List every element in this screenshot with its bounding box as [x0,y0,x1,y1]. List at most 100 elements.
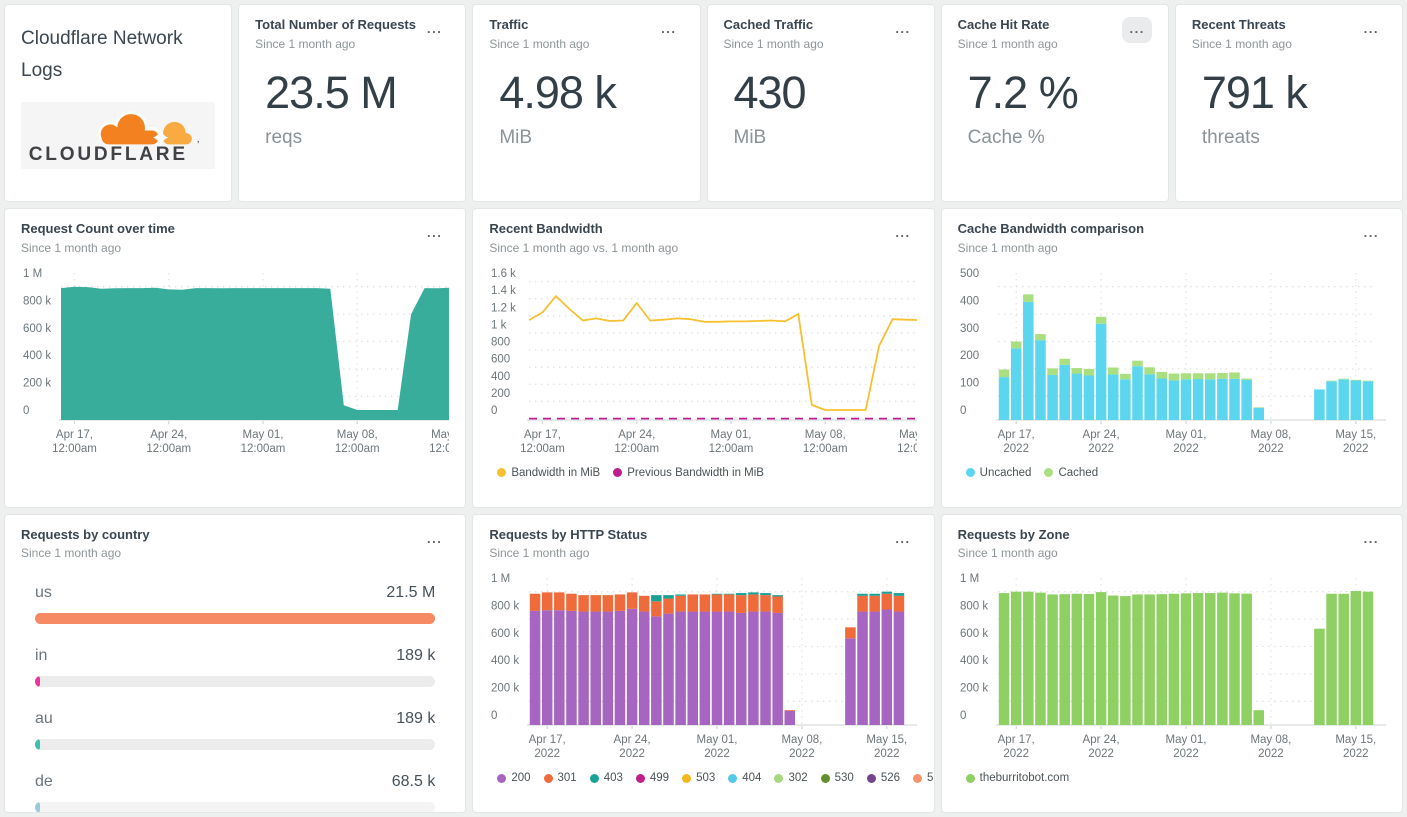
legend-item-301[interactable]: 301 [543,772,577,784]
svg-text:12:00am: 12:00am [803,443,848,455]
svg-text:Apr 24,: Apr 24, [1082,734,1119,746]
legend-dot [635,773,645,783]
svg-text:2022: 2022 [1088,748,1114,760]
kpi-value: 791 k [1201,66,1308,118]
legend-item-bandwidth-in-mib[interactable]: Bandwidth in MiB [497,467,600,479]
panel-menu-button[interactable]: ... [888,527,917,553]
legend-item-530[interactable]: 530 [820,772,854,784]
kpi-subtitle: Since 1 month ago [1191,36,1292,51]
legend-item-200[interactable]: 200 [497,772,531,785]
legend-dot [866,773,876,783]
request-count-chart[interactable]: Apr 17, 12:00am Apr 24, 12:00am May 01, 12:00… [21,259,449,465]
legend-item-uncached[interactable]: Uncached [965,466,1032,479]
legend-label: 200 [511,772,531,785]
country-value: 189 k [396,710,436,728]
svg-text:Apr 17,: Apr 17, [524,429,561,441]
charts-row-2: Requests by country Since 1 month ago ..… [4,513,1403,813]
legend-item-cached[interactable]: Cached [1044,467,1098,479]
svg-text:May 08,: May 08, [782,734,823,746]
cache-bandwidth-chart[interactable]: Apr 17, 2022 Apr 24, 2022 May 01, 2022 May 08,… [958,259,1386,465]
kpi-subtitle: Since 1 month ago [489,36,590,51]
panel-menu-button[interactable]: ... [888,221,917,247]
svg-text:200: 200 [960,350,979,362]
legend-label: 302 [788,772,808,785]
kpi-subtitle: Since 1 month ago [723,36,824,51]
cloudflare-logo-image: CLOUDFLARE ’ [29,111,199,163]
brand-card: Cloudflare Network Logs CLOUDFLARE ’ [4,4,233,202]
svg-text:1.6 k: 1.6 k [491,268,516,280]
dashboard-title: Cloudflare Network Logs [21,28,183,82]
svg-text:200 k: 200 k [960,683,988,695]
panel-title: Request Count over time [21,221,175,236]
panel-request-count: Request Count over time Since 1 month ag… [4,208,467,508]
legend-dot [589,773,599,783]
legend-item-302[interactable]: 302 [774,772,808,785]
panel-menu-button[interactable]: ... [1357,17,1386,43]
legend-dot [1044,468,1054,478]
svg-text:800 k: 800 k [491,601,519,613]
legend-dot [913,773,923,783]
svg-text:1 M: 1 M [491,573,510,585]
legend-item-526[interactable]: 526 [866,772,901,785]
http-status-chart[interactable]: Apr 17, 2022 Apr 24, 2022 May 01, 2022 May 08,… [489,564,918,770]
kpi-value: 4.98 k [499,66,617,118]
svg-text:400: 400 [960,295,979,307]
panel-menu-button[interactable]: ... [1357,527,1386,553]
panel-title: Requests by Zone [957,526,1070,542]
legend-dot [613,468,623,478]
panel-menu-button[interactable]: ... [888,17,917,43]
legend-label: Cached [1058,466,1099,479]
recent-bandwidth-chart[interactable]: Apr 17, 12:00am Apr 24, 12:00am May 01, 12:00… [489,259,918,465]
svg-text:0: 0 [491,710,497,722]
panel-subtitle: Since 1 month ago [957,546,1058,561]
country-bar-track [35,802,436,813]
requests-by-zone-chart[interactable]: Apr 17, 2022 Apr 24, 2022 May 01, 2022 May 08,… [958,564,1386,770]
panel-menu-button[interactable]: ... [1122,17,1152,44]
svg-text:1 M: 1 M [960,573,979,585]
svg-text:200: 200 [491,388,510,400]
legend-label: Previous Bandwidth in MiB [627,466,764,479]
country-label: de [35,773,53,791]
panel-menu-button[interactable]: ... [1357,221,1386,247]
svg-text:2022: 2022 [1003,443,1029,455]
svg-text:2022: 2022 [1173,443,1199,455]
svg-text:600 k: 600 k [960,628,988,640]
panel-menu-button[interactable]: ... [420,527,449,553]
svg-text:0: 0 [491,405,497,417]
svg-text:2022: 2022 [1343,443,1369,455]
svg-text:May 08,: May 08, [1250,734,1291,746]
country-row-us: us 21.5 M [35,584,436,625]
legend-dot [774,773,784,783]
svg-text:Apr 17,: Apr 17, [997,734,1034,746]
svg-text:May 01,: May 01, [711,429,752,441]
panel-menu-button[interactable]: ... [420,17,449,43]
country-row-in: in 189 k [35,647,436,688]
panel-title: Requests by HTTP Status [489,526,648,542]
kpi-subtitle: Since 1 month ago [957,36,1058,51]
cloudflare-wordmark: CLOUDFLARE [29,144,188,163]
legend-item-524[interactable]: 524 [913,772,934,784]
chart-legend: Bandwidth in MiB Previous Bandwidth in Mi… [489,467,917,479]
panel-recent-bandwidth: Recent Bandwidth Since 1 month ago vs. 1… [472,208,935,508]
legend-item-404[interactable]: 404 [728,772,761,784]
legend-item-499[interactable]: 499 [635,772,669,784]
kpi-unit: MiB [499,126,533,148]
svg-text:2022: 2022 [620,748,646,760]
chart-legend: theburritobot.com [958,772,1386,784]
country-value: 68.5 k [391,773,436,791]
legend-item-503[interactable]: 503 [682,772,715,784]
legend-label: 526 [880,772,901,785]
legend-item-previous-bandwidth-in-mib[interactable]: Previous Bandwidth in MiB [613,467,764,479]
kpi-title: Recent Threats [1191,17,1286,32]
legend-item-403[interactable]: 403 [589,772,623,784]
svg-text:2022: 2022 [1343,748,1369,760]
legend-item-theburritobot-com[interactable]: theburritobot.com [965,772,1069,784]
svg-text:12:00am: 12:00am [146,443,191,455]
svg-text:May 08,: May 08, [805,429,846,441]
panel-subtitle: Since 1 month ago [489,546,590,561]
legend-label: 404 [742,772,762,785]
panel-menu-button[interactable]: ... [654,17,683,43]
panel-menu-button[interactable]: ... [420,221,449,247]
legend-label: Uncached [979,466,1032,479]
legend-dot [543,773,553,783]
